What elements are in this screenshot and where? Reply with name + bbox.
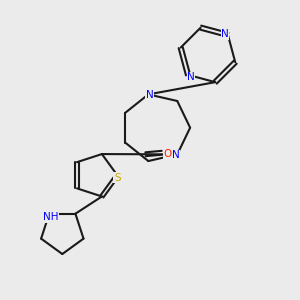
Text: S: S <box>114 173 121 183</box>
Text: N: N <box>221 29 229 39</box>
Text: N: N <box>187 72 195 82</box>
Text: NH: NH <box>43 212 58 222</box>
Text: N: N <box>172 150 180 161</box>
Text: N: N <box>146 90 154 100</box>
Text: O: O <box>163 149 171 159</box>
